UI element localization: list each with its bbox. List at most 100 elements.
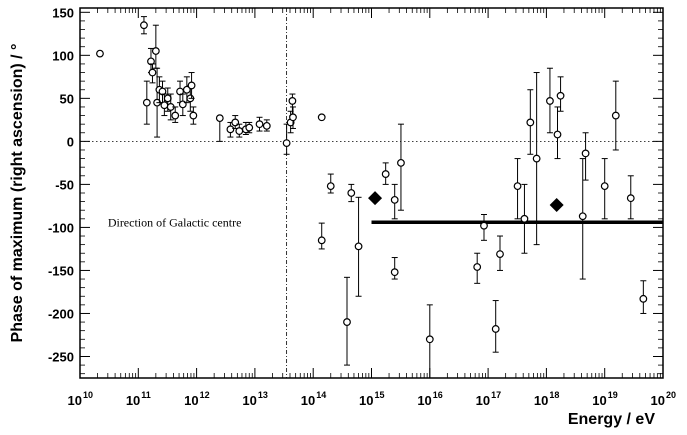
- data-point: [289, 106, 297, 129]
- open-circle-marker: [245, 123, 254, 132]
- data-point: [626, 175, 635, 220]
- open-circle-marker: [187, 81, 196, 90]
- x-tick-base: 10: [534, 393, 548, 408]
- data-point: [255, 116, 264, 132]
- y-axis-title: Phase of maximum (right ascension) / °: [9, 44, 26, 343]
- data-point: [160, 93, 169, 117]
- open-circle-marker: [282, 139, 291, 147]
- open-circle-marker: [151, 47, 160, 55]
- open-circle-marker: [553, 130, 562, 139]
- open-circle-marker: [343, 318, 351, 326]
- open-circle-marker: [178, 100, 187, 109]
- x-tick-label: 10 20: [651, 390, 676, 408]
- open-circle-marker: [262, 121, 271, 130]
- data-point: [496, 235, 504, 271]
- open-circle-marker: [235, 127, 244, 135]
- data-point: [226, 121, 235, 138]
- open-circle-marker: [171, 111, 180, 120]
- data-point: [140, 16, 148, 35]
- open-circle-marker: [326, 182, 335, 191]
- open-circle-marker: [347, 189, 356, 197]
- x-tick-label: 10 19: [592, 390, 617, 408]
- data-point: [526, 89, 535, 155]
- open-circle-marker: [158, 87, 167, 96]
- x-tick-base: 10: [68, 393, 82, 408]
- data-point: [381, 162, 390, 185]
- open-circle-marker: [140, 21, 148, 30]
- x-tick-base: 10: [359, 393, 373, 408]
- open-circle-marker: [163, 94, 172, 103]
- data-point: [189, 106, 198, 125]
- x-tick-base: 10: [126, 393, 140, 408]
- x-tick-base: 10: [651, 393, 665, 408]
- x-tick-label: 10 17: [476, 390, 501, 408]
- data-point: [425, 304, 434, 379]
- data-point: [187, 72, 196, 99]
- x-tick-exponent: 19: [608, 390, 618, 400]
- data-point: [532, 72, 541, 246]
- data-point: [397, 123, 405, 211]
- data-point: [317, 222, 326, 250]
- open-circle-marker: [147, 57, 155, 66]
- y-tick-label: 150: [52, 5, 74, 20]
- x-tick-label: 10 16: [417, 390, 442, 408]
- x-tick-exponent: 20: [666, 390, 676, 400]
- x-tick-exponent: 14: [316, 390, 326, 400]
- data-point: [282, 123, 291, 155]
- open-circle-marker: [480, 221, 488, 230]
- open-circle-marker: [473, 263, 482, 271]
- data-point: [473, 252, 482, 284]
- filled-diamond-marker: [549, 198, 564, 213]
- data-point: [600, 158, 609, 220]
- data-point: [343, 276, 351, 366]
- open-circle-marker: [626, 194, 635, 203]
- data-point: [347, 183, 356, 203]
- y-tick-label: -150: [48, 263, 74, 278]
- data-point: [96, 49, 104, 58]
- x-tick-base: 10: [417, 393, 431, 408]
- open-circle-marker: [556, 91, 565, 100]
- data-point: [171, 106, 180, 123]
- data-point: [491, 300, 500, 353]
- data-point: [639, 280, 648, 314]
- open-circle-marker: [189, 111, 198, 120]
- data-point: [611, 80, 620, 151]
- y-tick-label: -250: [48, 349, 74, 364]
- data-point: [215, 114, 224, 142]
- y-tick-label: -200: [48, 306, 74, 321]
- x-tick-exponent: 15: [375, 390, 385, 400]
- x-tick-label: 10 10: [68, 390, 93, 408]
- open-circle-marker: [546, 97, 554, 105]
- open-circle-marker: [289, 113, 297, 122]
- x-tick-label: 10 14: [301, 390, 326, 408]
- open-circle-marker: [390, 268, 399, 277]
- x-tick-base: 10: [242, 393, 256, 408]
- x-tick-exponent: 12: [200, 390, 210, 400]
- open-circle-marker: [520, 214, 529, 223]
- open-circle-marker: [215, 114, 224, 123]
- data-point: [148, 63, 157, 84]
- data-point: [520, 183, 529, 254]
- open-circle-marker: [496, 250, 504, 258]
- x-tick-base: 10: [301, 393, 315, 408]
- open-circle-marker: [142, 98, 151, 107]
- data-point: [142, 80, 151, 125]
- x-tick-label: 10 12: [184, 390, 209, 408]
- open-circle-marker: [578, 212, 587, 221]
- open-circle-marker: [148, 68, 157, 77]
- x-tick-exponent: 11: [141, 390, 151, 400]
- open-circle-marker: [526, 118, 535, 127]
- y-tick-label: 100: [52, 48, 74, 63]
- data-point: [326, 173, 335, 194]
- open-circle-marker: [639, 294, 648, 303]
- open-circle-marker: [381, 170, 390, 178]
- open-circle-marker: [354, 242, 363, 251]
- data-point: [556, 76, 565, 112]
- data-point: [390, 183, 399, 220]
- open-circle-marker: [600, 182, 609, 191]
- x-tick-exponent: 16: [433, 390, 443, 400]
- open-circle-marker: [231, 118, 240, 127]
- data-point: [235, 123, 244, 138]
